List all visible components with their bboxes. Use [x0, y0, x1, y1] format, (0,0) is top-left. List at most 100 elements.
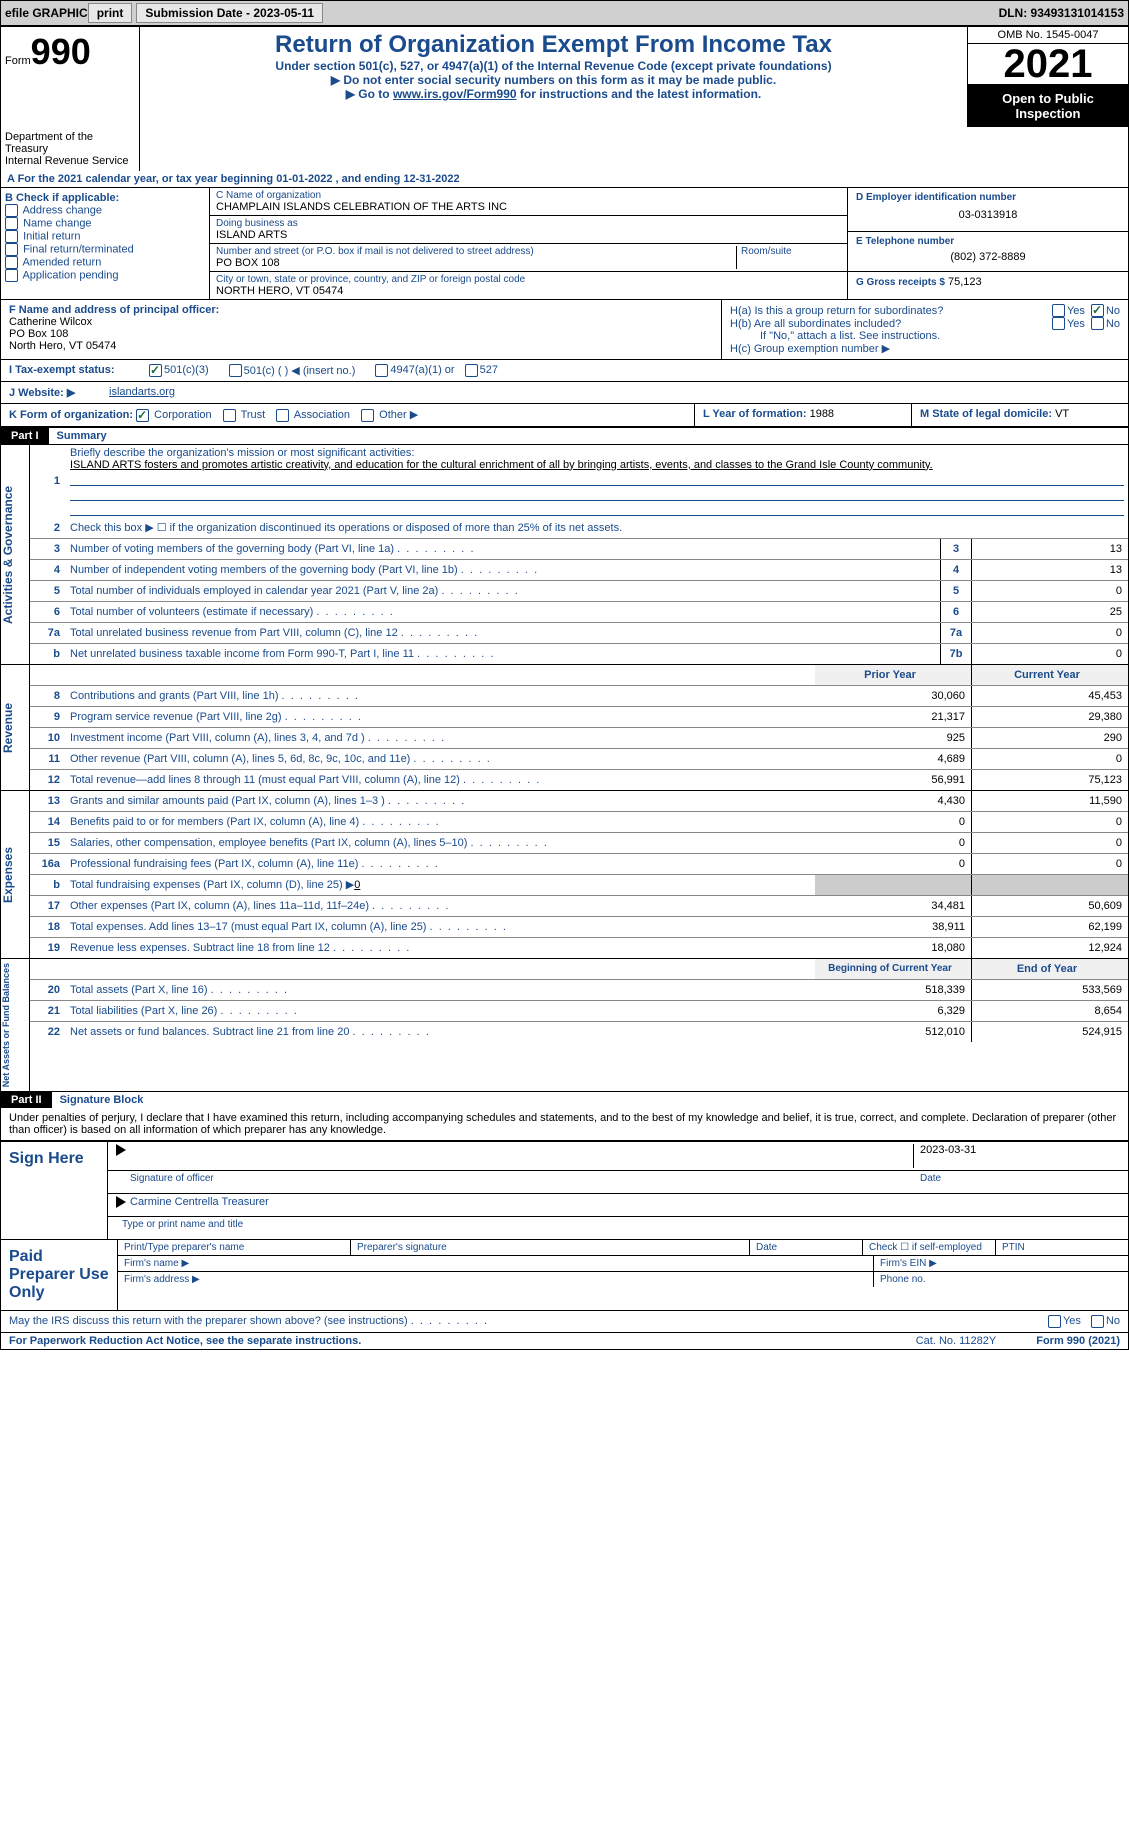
- tax-exempt-label: I Tax-exempt status:: [9, 364, 149, 377]
- 4947-check[interactable]: [375, 364, 388, 377]
- prep-name-label: Print/Type preparer's name: [118, 1240, 351, 1255]
- officer-addr2: North Hero, VT 05474: [9, 340, 713, 352]
- check-address-change[interactable]: Address change: [5, 204, 205, 217]
- hb-label: H(b) Are all subordinates included?: [730, 318, 1052, 330]
- other-check[interactable]: [361, 409, 374, 422]
- side-netassets: Net Assets or Fund Balances: [1, 959, 30, 1091]
- governance-section: 1 Briefly describe the organization's mi…: [30, 445, 1128, 664]
- governance-line: 4Number of independent voting members of…: [30, 560, 1128, 581]
- pra-notice: For Paperwork Reduction Act Notice, see …: [9, 1335, 361, 1347]
- city-value: NORTH HERO, VT 05474: [216, 285, 841, 297]
- 527-check[interactable]: [465, 364, 478, 377]
- firm-name-label: Firm's name ▶: [118, 1256, 874, 1271]
- form-subtitle: Under section 501(c), 527, or 4947(a)(1)…: [148, 59, 959, 73]
- arrow-icon: [116, 1144, 126, 1156]
- section-a-tax-year: A For the 2021 calendar year, or tax yea…: [0, 171, 1129, 188]
- hc-label: H(c) Group exemption number ▶: [730, 342, 1120, 355]
- website-label: J Website: ▶: [9, 386, 109, 399]
- assoc-check[interactable]: [276, 409, 289, 422]
- form-title: Return of Organization Exempt From Incom…: [148, 31, 959, 59]
- check-application-pending[interactable]: Application pending: [5, 269, 205, 282]
- check-amended[interactable]: Amended return: [5, 256, 205, 269]
- mission-text: ISLAND ARTS fosters and promotes artisti…: [70, 459, 933, 471]
- asset-line: 21Total liabilities (Part X, line 26)6,3…: [30, 1001, 1128, 1022]
- side-expenses: Expenses: [1, 791, 30, 958]
- domicile-value: VT: [1055, 408, 1069, 420]
- sig-date-value: 2023-03-31: [913, 1144, 1120, 1168]
- instruction-1: ▶ Do not enter social security numbers o…: [148, 73, 959, 87]
- irs-discuss-text: May the IRS discuss this return with the…: [9, 1315, 1048, 1328]
- side-activities: Activities & Governance: [1, 445, 30, 664]
- 501c3-check[interactable]: [149, 364, 162, 377]
- ha-yes-check[interactable]: [1052, 304, 1065, 317]
- tax-year: 2021: [968, 44, 1128, 85]
- asset-line: 20Total assets (Part X, line 16)518,3395…: [30, 980, 1128, 1001]
- year-formation-value: 1988: [810, 408, 834, 420]
- discuss-no-check[interactable]: [1091, 1315, 1104, 1328]
- revenue-line: 10Investment income (Part VIII, column (…: [30, 728, 1128, 749]
- check-initial-return[interactable]: Initial return: [5, 230, 205, 243]
- hb-no-check[interactable]: [1091, 317, 1104, 330]
- hb-yes-check[interactable]: [1052, 317, 1065, 330]
- 501c-check[interactable]: [229, 364, 242, 377]
- org-name: CHAMPLAIN ISLANDS CELEBRATION OF THE ART…: [216, 201, 841, 213]
- dba-label: Doing business as: [216, 218, 841, 229]
- form-number-box: Form990: [1, 27, 140, 127]
- submission-date: Submission Date - 2023-05-11: [136, 3, 323, 23]
- ha-no-check[interactable]: [1091, 304, 1104, 317]
- cat-no: Cat. No. 11282Y: [916, 1335, 997, 1347]
- form-word: Form: [5, 55, 31, 67]
- expense-line: 14Benefits paid to or for members (Part …: [30, 812, 1128, 833]
- website-link[interactable]: islandarts.org: [109, 386, 175, 399]
- hb-note: If "No," attach a list. See instructions…: [730, 330, 1120, 342]
- form-990: 990: [31, 31, 91, 72]
- governance-line: 7aTotal unrelated business revenue from …: [30, 623, 1128, 644]
- part2-header: Part II: [1, 1092, 52, 1108]
- discuss-yes-check[interactable]: [1048, 1315, 1061, 1328]
- check-name-change[interactable]: Name change: [5, 217, 205, 230]
- part2-title: Signature Block: [52, 1094, 144, 1106]
- expense-line: 18Total expenses. Add lines 13–17 (must …: [30, 917, 1128, 938]
- irs-discuss-row: May the IRS discuss this return with the…: [0, 1311, 1129, 1333]
- form-footer: Form 990 (2021): [1036, 1335, 1120, 1347]
- col-current-year: Current Year: [972, 665, 1128, 685]
- section-c: C Name of organization CHAMPLAIN ISLANDS…: [210, 188, 847, 299]
- arrow-icon: [116, 1196, 126, 1208]
- instruction-2: ▶ Go to www.irs.gov/Form990 for instruct…: [148, 87, 959, 101]
- prep-date-label: Date: [750, 1240, 863, 1255]
- gross-receipts-label: G Gross receipts $: [856, 277, 945, 288]
- governance-line: 3Number of voting members of the governi…: [30, 539, 1128, 560]
- corp-check[interactable]: [136, 409, 149, 422]
- part1-title: Summary: [49, 430, 107, 442]
- revenue-section: Prior Year Current Year 8Contributions a…: [30, 665, 1128, 790]
- prep-selfemployed: Check ☐ if self-employed: [863, 1240, 996, 1255]
- revenue-line: 12Total revenue—add lines 8 through 11 (…: [30, 770, 1128, 790]
- irs-link[interactable]: www.irs.gov/Form990: [393, 87, 517, 101]
- governance-line: 5Total number of individuals employed in…: [30, 581, 1128, 602]
- ein-label: D Employer identification number: [856, 192, 1120, 203]
- expense-line: 19Revenue less expenses. Subtract line 1…: [30, 938, 1128, 958]
- expenses-section: 13Grants and similar amounts paid (Part …: [30, 791, 1128, 958]
- print-button[interactable]: print: [88, 3, 133, 23]
- mission-label: Briefly describe the organization's miss…: [70, 447, 414, 459]
- year-formation-label: L Year of formation:: [703, 408, 807, 420]
- section-j: J Website: ▶ islandarts.org: [0, 382, 1129, 404]
- firm-ein-label: Firm's EIN ▶: [874, 1256, 1128, 1271]
- revenue-line: 8Contributions and grants (Part VIII, li…: [30, 686, 1128, 707]
- domicile-label: M State of legal domicile:: [920, 408, 1052, 420]
- city-label: City or town, state or province, country…: [216, 274, 841, 285]
- dba-value: ISLAND ARTS: [216, 229, 841, 241]
- title-box: Return of Organization Exempt From Incom…: [140, 27, 967, 127]
- col-prior-year: Prior Year: [815, 665, 972, 685]
- check-final-return[interactable]: Final return/terminated: [5, 243, 205, 256]
- netassets-section: Beginning of Current Year End of Year 20…: [30, 959, 1128, 1091]
- governance-line: 6Total number of volunteers (estimate if…: [30, 602, 1128, 623]
- prep-sig-label: Preparer's signature: [351, 1240, 750, 1255]
- expense-line: bTotal fundraising expenses (Part IX, co…: [30, 875, 1128, 896]
- org-name-label: C Name of organization: [216, 190, 841, 201]
- expense-line: 13Grants and similar amounts paid (Part …: [30, 791, 1128, 812]
- revenue-line: 9Program service revenue (Part VIII, lin…: [30, 707, 1128, 728]
- trust-check[interactable]: [223, 409, 236, 422]
- footer: For Paperwork Reduction Act Notice, see …: [0, 1333, 1129, 1350]
- sign-here-label: Sign Here: [1, 1142, 108, 1239]
